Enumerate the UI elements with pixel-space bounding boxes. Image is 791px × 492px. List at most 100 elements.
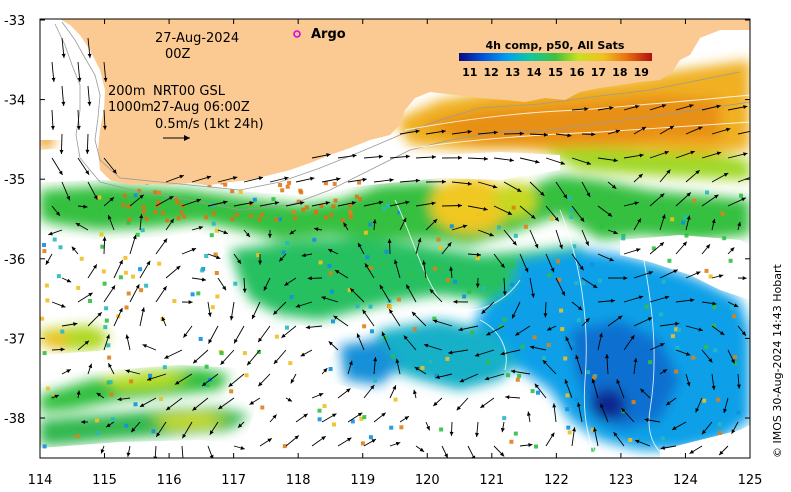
current-arrow-head bbox=[55, 211, 60, 216]
current-arrow-head bbox=[66, 195, 71, 201]
colorbar-tick-label: 12 bbox=[484, 66, 499, 79]
current-arrow-head bbox=[207, 312, 212, 317]
x-tick-label: 116 bbox=[157, 473, 182, 488]
current-arrow-head bbox=[301, 253, 306, 258]
x-tick-label: 114 bbox=[28, 473, 53, 488]
current-arrow-head bbox=[93, 264, 97, 269]
current-arrow-head bbox=[284, 281, 289, 286]
current-arrow-head bbox=[208, 339, 213, 344]
isobath-200m bbox=[61, 21, 741, 191]
x-tick-label: 120 bbox=[415, 473, 440, 488]
time-label: 00Z bbox=[165, 47, 191, 62]
current-arrow-head bbox=[711, 385, 716, 390]
current-arrow-head bbox=[481, 309, 486, 314]
current-arrow-head bbox=[272, 414, 277, 419]
current-arrow-head bbox=[258, 260, 263, 265]
current-arrow-head bbox=[290, 379, 295, 384]
current-arrow-head bbox=[550, 432, 555, 437]
current-arrow-head bbox=[444, 453, 448, 458]
current-arrow-head bbox=[135, 284, 140, 289]
x-tick-label: 125 bbox=[738, 473, 763, 488]
current-arrow-head bbox=[54, 394, 59, 399]
current-arrow-head bbox=[686, 192, 691, 197]
y-axis: -33 -34 -35 -36 -37 -38 bbox=[4, 14, 750, 427]
current-arrow-head bbox=[711, 218, 716, 224]
colorbar-tick-label: 16 bbox=[569, 66, 585, 79]
current-arrow-head bbox=[119, 259, 123, 265]
current-arrow-head bbox=[318, 393, 324, 397]
current-arrow-head bbox=[459, 378, 465, 383]
current-arrow-head bbox=[640, 388, 645, 393]
ssh-contours bbox=[394, 94, 750, 458]
current-arrow-head bbox=[201, 277, 207, 282]
current-arrow-head bbox=[132, 234, 137, 240]
current-arrow-head bbox=[682, 241, 687, 246]
current-arrow-head bbox=[85, 170, 90, 175]
current-arrow-head bbox=[712, 301, 717, 306]
current-arrow-head bbox=[500, 427, 505, 433]
colorbar-tick-label: 18 bbox=[612, 66, 627, 79]
current-arrow-head bbox=[659, 242, 664, 247]
current-arrow-head bbox=[638, 295, 644, 300]
current-arrow-head bbox=[146, 260, 151, 266]
current-arrow-head bbox=[387, 238, 392, 243]
current-arrow-head bbox=[223, 230, 228, 235]
current-arrow-head bbox=[102, 236, 107, 241]
current-arrow-head bbox=[406, 284, 410, 289]
current-arrow-head bbox=[81, 420, 86, 424]
current-arrow-head bbox=[263, 286, 268, 291]
current-arrow-head bbox=[310, 176, 315, 181]
current-arrow-head bbox=[690, 298, 695, 303]
current-arrow-head bbox=[242, 288, 247, 293]
isobath-1000m bbox=[54, 23, 750, 211]
current-arrow-head bbox=[60, 347, 65, 352]
current-arrow-head bbox=[579, 265, 584, 271]
current-arrow-head bbox=[672, 426, 677, 430]
current-arrow-head bbox=[142, 344, 147, 348]
current-arrow-head bbox=[731, 359, 735, 364]
current-arrow-head bbox=[237, 259, 241, 264]
current-arrow-head bbox=[552, 403, 557, 408]
current-arrow-head bbox=[585, 241, 589, 246]
current-arrow-head bbox=[534, 383, 539, 388]
current-arrow-head bbox=[447, 242, 452, 247]
current-arrow-head bbox=[378, 154, 383, 159]
current-arrow-head bbox=[661, 104, 667, 108]
current-arrow-head bbox=[321, 296, 326, 300]
current-arrow-head bbox=[350, 288, 355, 293]
current-arrow-head bbox=[526, 411, 531, 416]
product-label: NRT00 GSL bbox=[153, 84, 226, 99]
colorbar-scale bbox=[459, 53, 652, 61]
current-arrow-head bbox=[695, 408, 700, 413]
current-arrow-head bbox=[76, 125, 81, 130]
depth-label-200: 200m bbox=[108, 84, 145, 99]
x-tick-label: 119 bbox=[350, 473, 375, 488]
current-arrow-head bbox=[660, 343, 665, 347]
current-arrow-head bbox=[141, 307, 145, 312]
current-arrow-head bbox=[323, 368, 328, 373]
current-arrow-head bbox=[531, 293, 535, 298]
current-arrow-head bbox=[637, 218, 641, 223]
current-arrow-head bbox=[515, 331, 520, 336]
current-arrow-head bbox=[93, 195, 98, 200]
current-arrow-head bbox=[584, 107, 589, 111]
colorbar-title: 4h comp, p50, All Sats bbox=[486, 39, 625, 52]
current-arrow-head bbox=[156, 432, 161, 437]
current-arrow-head bbox=[328, 341, 333, 346]
current-arrow-head bbox=[61, 53, 66, 58]
current-arrow-head bbox=[179, 174, 184, 179]
current-arrow-head bbox=[419, 447, 425, 452]
current-arrow-head bbox=[347, 437, 352, 442]
current-arrow-head bbox=[234, 338, 238, 344]
current-arrow-head bbox=[500, 263, 505, 268]
current-arrow-head bbox=[686, 215, 691, 220]
current-arrow-head bbox=[325, 201, 330, 205]
current-arrow-head bbox=[563, 194, 568, 199]
current-arrow-head bbox=[153, 456, 158, 458]
current-arrow-head bbox=[126, 452, 131, 457]
current-arrow-head bbox=[484, 376, 490, 381]
current-arrow-head bbox=[252, 314, 256, 319]
current-arrow-head bbox=[719, 331, 725, 335]
current-arrow-head bbox=[218, 405, 223, 410]
current-arrow-head bbox=[209, 454, 214, 458]
